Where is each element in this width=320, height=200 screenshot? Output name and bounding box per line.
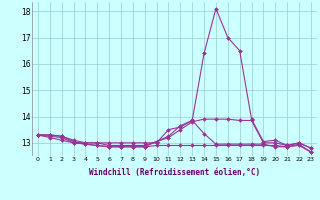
X-axis label: Windchill (Refroidissement éolien,°C): Windchill (Refroidissement éolien,°C) (89, 168, 260, 177)
